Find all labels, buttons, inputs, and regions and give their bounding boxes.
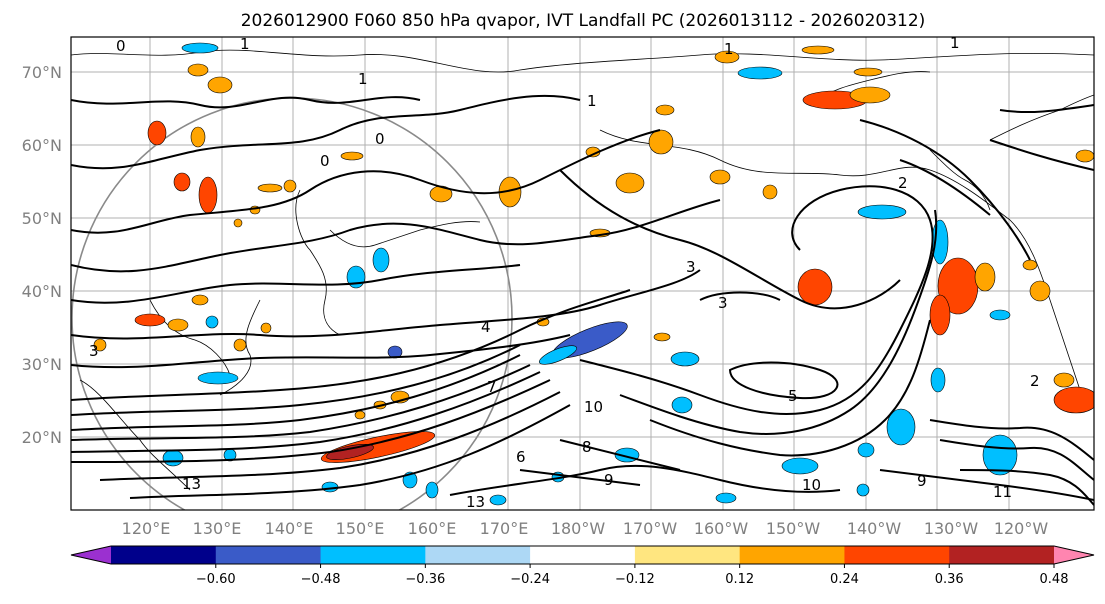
lat-labels: 70°N 60°N 50°N 40°N 30°N 20°N [22, 63, 62, 447]
contour-label: 2 [898, 174, 908, 192]
lon-label: 150°W [766, 519, 821, 538]
colorbar-tick-label: −0.24 [510, 572, 550, 587]
contour-label: 9 [604, 471, 614, 489]
colorbar-cell [320, 546, 426, 564]
colorbar-tick-label: 0.12 [725, 572, 754, 587]
contour-label: 0 [320, 152, 330, 170]
colorbar-ticks: −0.60 −0.48 −0.36 −0.24 −0.12 0.12 0.24 0.36 0.4… [196, 564, 1069, 587]
contour-label: 3 [718, 294, 728, 312]
lon-label: 160°E [408, 519, 457, 538]
map-panel: 0 1 1 1 1 0 0 1 2 3 3 4 5 7 10 10 9 11 1… [70, 34, 1095, 511]
colorbar-cell [111, 546, 217, 564]
contour-label: 5 [788, 387, 798, 405]
contour-label: 3 [686, 258, 696, 276]
lon-label: 130°E [193, 519, 242, 538]
contour-labels: 0 1 1 1 1 0 0 1 2 3 3 4 5 7 10 10 9 11 1… [89, 34, 1040, 511]
colorbar-cell [425, 546, 531, 564]
colorbar-cell [530, 546, 636, 564]
lat-label: 60°N [22, 136, 62, 155]
contour-label: 1 [358, 70, 368, 88]
lon-labels: 120°E 130°E 140°E 150°E 160°E 170°E 180°… [122, 519, 1049, 538]
contour-label: 13 [182, 475, 201, 493]
lat-label: 30°N [22, 355, 62, 374]
lat-label: 50°N [22, 209, 62, 228]
contour-label: 10 [802, 476, 821, 494]
lon-label: 140°W [847, 519, 902, 538]
lon-label: 180°W [551, 519, 606, 538]
lon-label: 160°W [694, 519, 749, 538]
colorbar: −0.60 −0.48 −0.36 −0.24 −0.12 0.12 0.24 0.36 0.4… [70, 545, 1095, 587]
contour-label: 11 [993, 483, 1012, 501]
map-title: 2026012900 F060 850 hPa qvapor, IVT Land… [241, 11, 926, 31]
ivt-contours [71, 94, 1094, 506]
contour-label: 7 [487, 378, 497, 396]
gridlines [71, 37, 1094, 510]
colorbar-cell [215, 546, 322, 564]
colorbar-tick-label: 0.48 [1040, 572, 1069, 587]
lon-label: 120°W [994, 519, 1049, 538]
colorbar-tick-label: 0.36 [935, 572, 964, 587]
lon-label: 120°E [122, 519, 171, 538]
contour-label: 1 [240, 35, 250, 53]
colorbar-tick-label: 0.24 [830, 572, 859, 587]
map-frame [70, 36, 1095, 511]
colorbar-tick-label: −0.12 [615, 572, 655, 587]
lon-label: 150°E [336, 519, 385, 538]
contour-label: 2 [1030, 372, 1040, 390]
lat-label: 40°N [22, 282, 62, 301]
map-background [71, 37, 1094, 510]
lon-label: 130°W [924, 519, 979, 538]
colorbar-extend-high [1054, 546, 1094, 564]
colorbar-cell [634, 546, 741, 564]
contour-label: 0 [116, 37, 126, 55]
colorbar-cells [70, 545, 1095, 565]
lat-label: 20°N [22, 428, 62, 447]
contour-label: 8 [582, 438, 592, 456]
colorbar-outline [70, 545, 1095, 565]
contour-label: 3 [89, 342, 99, 360]
colorbar-cell [844, 546, 950, 564]
lat-label: 70°N [22, 63, 62, 82]
contour-label: 1 [950, 34, 960, 52]
colorbar-tick-label: −0.60 [196, 572, 236, 587]
lon-label: 140°E [265, 519, 314, 538]
colorbar-tick-label: −0.48 [301, 572, 341, 587]
contour-label: 9 [917, 472, 927, 490]
contour-label: 10 [584, 398, 603, 416]
contour-label: 0 [375, 130, 385, 148]
contour-label: 6 [516, 448, 526, 466]
colorbar-cell [739, 546, 845, 564]
colorbar-extend-low [71, 546, 111, 564]
contour-label: 1 [724, 40, 734, 58]
lon-label: 170°E [480, 519, 529, 538]
contour-label: 13 [466, 493, 485, 511]
colorbar-cell [949, 546, 1055, 564]
colorbar-tick-label: −0.36 [405, 572, 445, 587]
contour-label: 4 [481, 318, 491, 336]
lon-label: 170°W [623, 519, 678, 538]
contour-label: 1 [587, 92, 597, 110]
